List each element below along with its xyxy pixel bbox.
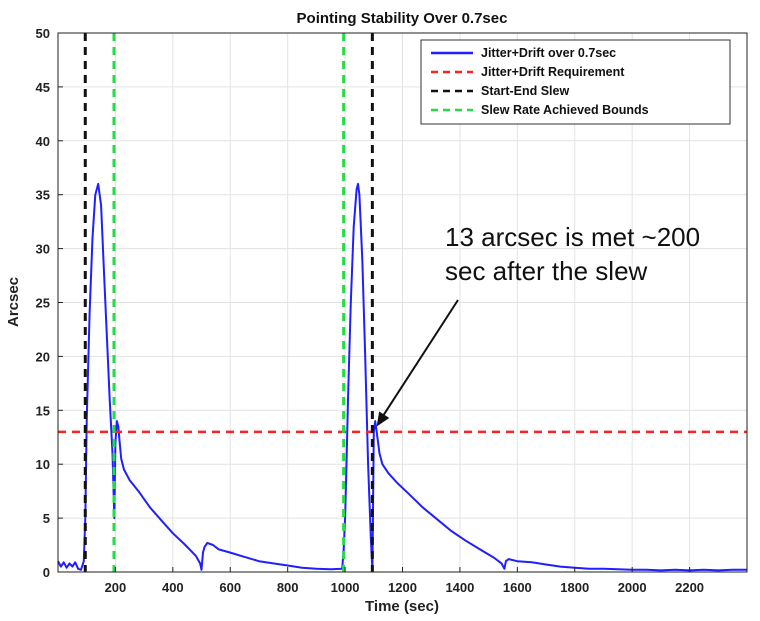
y-tick-label: 0 <box>43 565 50 580</box>
chart-title: Pointing Stability Over 0.7sec <box>297 10 508 27</box>
x-tick-label: 200 <box>105 580 127 595</box>
y-axis-label: Arcsec <box>5 277 22 327</box>
x-tick-label: 2000 <box>618 580 647 595</box>
x-tick-label: 1600 <box>503 580 532 595</box>
x-tick-label: 600 <box>219 580 241 595</box>
legend-entry: Jitter+Drift over 0.7sec <box>481 46 616 60</box>
y-tick-label: 30 <box>36 242 50 257</box>
x-tick-label: 1200 <box>388 580 417 595</box>
y-tick-label: 40 <box>36 134 50 149</box>
annotation: 13 arcsec is met ~200 sec after the slew <box>376 222 700 427</box>
x-tick-label: 800 <box>277 580 299 595</box>
legend-entry: Start-End Slew <box>481 84 569 98</box>
x-axis-label: Time (sec) <box>365 598 439 615</box>
plot-area <box>57 33 747 572</box>
y-tick-label: 45 <box>36 80 50 95</box>
y-tick-label: 5 <box>43 511 50 526</box>
y-tick-label: 50 <box>36 26 50 41</box>
annotation-text: 13 arcsec is met ~200 <box>445 222 700 252</box>
legend-entry: Jitter+Drift Requirement <box>481 65 625 79</box>
annotation-arrow-shaft <box>381 299 459 418</box>
x-tick-label: 1800 <box>560 580 589 595</box>
legend-entry: Slew Rate Achieved Bounds <box>481 103 649 117</box>
x-tick-label: 400 <box>162 580 184 595</box>
annotation-arrow-head <box>376 411 390 427</box>
x-tick-label: 1000 <box>331 580 360 595</box>
y-tick-label: 15 <box>36 403 50 418</box>
y-tick-label: 35 <box>36 188 50 203</box>
annotation-text: sec after the slew <box>445 256 648 286</box>
y-tick-label: 10 <box>36 457 50 472</box>
axis-ticks: 200 400 600 800 1000 1200 1400 1600 1800 2000 2200… <box>36 26 705 595</box>
x-tick-label: 1400 <box>445 580 474 595</box>
y-tick-label: 25 <box>36 296 50 311</box>
legend: Jitter+Drift over 0.7sec Jitter+Drift Req… <box>420 39 731 125</box>
y-tick-label: 20 <box>36 349 50 364</box>
x-tick-label: 2200 <box>675 580 704 595</box>
